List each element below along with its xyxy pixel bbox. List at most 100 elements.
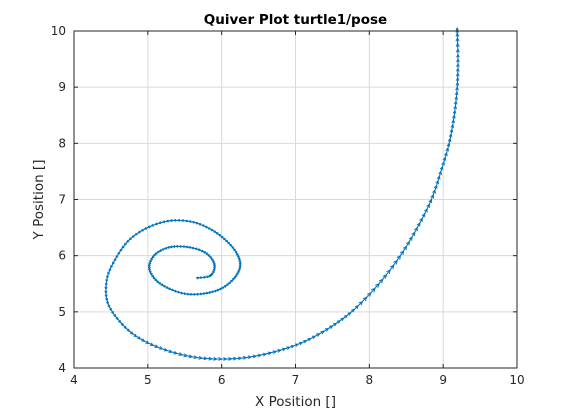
quiver-arrow-head <box>171 245 176 249</box>
x-tick-label: 7 <box>292 373 300 387</box>
quiver-arrow-head <box>233 356 238 361</box>
quiver-arrow-head <box>218 357 223 361</box>
quiver-arrow-head <box>187 246 191 249</box>
quiver-arrow-head <box>125 239 130 244</box>
quiver-arrow-head <box>193 247 198 251</box>
quiver-arrow-head <box>196 276 201 280</box>
quiver-arrow-head <box>432 189 436 194</box>
quiver-arrow-head <box>214 289 218 293</box>
quiver-arrow-head <box>172 218 177 222</box>
quiver-arrow-head <box>163 347 169 352</box>
quiver-arrow-head <box>231 245 235 249</box>
quiver-arrow-head <box>181 245 185 249</box>
quiver-arrow-head <box>234 249 238 254</box>
x-tick-label: 4 <box>70 373 78 387</box>
quiver-arrow-head <box>351 308 356 313</box>
y-tick-label: 10 <box>51 24 66 38</box>
quiver-arrow-head <box>113 258 117 262</box>
quiver-arrow-head <box>421 212 426 218</box>
quiver-arrow-head <box>430 193 434 199</box>
quiver-arrow-head <box>148 270 152 275</box>
quiver-arrow-head <box>160 247 165 251</box>
quiver-arrow-head <box>456 58 460 63</box>
quiver-arrow-head <box>209 255 213 259</box>
quiver-arrow-head <box>146 225 151 229</box>
quiver-arrow-head <box>184 219 188 223</box>
quiver-arrow-head <box>445 147 450 152</box>
quiver-arrow-head <box>237 266 241 271</box>
quiver-arrow-head <box>230 279 234 283</box>
quiver-arrow-head <box>452 109 457 114</box>
quiver-arrow-head <box>168 218 173 223</box>
quiver-arrow-head <box>121 245 125 250</box>
quiver-arrow-head <box>174 244 179 248</box>
quiver-arrow-head <box>211 290 216 294</box>
quiver-arrow-head <box>235 271 239 275</box>
quiver-arrow-head <box>183 292 188 296</box>
quiver-arrow-head <box>316 333 321 337</box>
quiver-arrow-head <box>208 356 213 361</box>
quiver-arrow-head <box>220 235 224 239</box>
quiver-arrow-head <box>148 268 152 273</box>
quiver-arrow-head <box>141 338 146 342</box>
quiver-arrow-head <box>203 356 208 361</box>
quiver-arrow-head <box>126 328 131 333</box>
quiver-arrow-head <box>257 353 263 358</box>
quiver-arrow-head <box>212 259 216 263</box>
quiver-arrow-head <box>419 217 423 222</box>
quiver-arrow-head <box>217 233 222 237</box>
quiver-arrow-head <box>219 287 223 291</box>
quiver-arrow-head <box>193 355 199 360</box>
quiver-arrow-head <box>204 251 209 256</box>
y-axis-label: Y Position [] <box>31 160 47 241</box>
quiver-arrow-head <box>446 142 451 147</box>
quiver-arrow-head <box>455 28 459 33</box>
quiver-arrow-head <box>149 272 153 277</box>
x-tick-label: 9 <box>439 373 447 387</box>
quiver-arrow-head <box>105 279 109 283</box>
x-tick-label: 5 <box>144 373 152 387</box>
quiver-arrow-head <box>160 283 165 287</box>
quiver-arrow-head <box>238 264 242 269</box>
quiver-arrow-head <box>145 340 150 344</box>
quiver-arrow-head <box>447 137 452 143</box>
quiver-arrow-head <box>423 207 428 213</box>
quiver-arrow-head <box>178 244 182 248</box>
quiver-arrow-head <box>234 273 238 277</box>
quiver-arrow-head <box>386 269 391 275</box>
quiver-arrow-head <box>416 221 421 227</box>
quiver-arrow-head <box>209 228 214 232</box>
quiver-arrow-head <box>194 221 199 225</box>
quiver-arrow-head <box>196 248 201 252</box>
quiver-arrow-head <box>242 355 248 360</box>
quiver-arrow-head <box>436 175 441 180</box>
quiver-arrow-head <box>233 275 237 279</box>
quiver-arrow-head <box>211 257 214 261</box>
quiver-arrow-head <box>150 223 155 227</box>
quiver-arrow-head <box>203 275 207 279</box>
quiver-arrow-head <box>320 330 326 335</box>
quiver-arrow-head <box>455 72 460 77</box>
quiver-arrow-head <box>378 278 384 284</box>
quiver-arrow-head <box>104 290 108 295</box>
quiver-arrow-head <box>143 226 148 230</box>
quiver-arrow-head <box>311 335 317 340</box>
quiver-arrow-head <box>237 356 243 361</box>
quiver-arrow-head <box>366 292 372 297</box>
quiver-arrow-head <box>150 257 154 262</box>
quiver-arrow-head <box>152 276 156 281</box>
quiver-arrow-head <box>358 300 364 306</box>
quiver-arrow-head <box>183 353 189 358</box>
quiver-arrow-head <box>448 132 453 138</box>
quiver-arrow-head <box>104 294 108 299</box>
quiver-arrow-head <box>147 266 151 271</box>
quiver-arrow-head <box>137 230 141 234</box>
quiver-arrow-head <box>199 292 204 296</box>
quiver-arrow-head <box>452 114 456 119</box>
quiver-arrow-head <box>222 237 226 241</box>
quiver-arrow-head <box>223 284 228 288</box>
quiver-arrow-head <box>374 282 380 288</box>
quiver-arrow-head <box>193 292 197 296</box>
quiver-arrow-head <box>197 223 202 226</box>
quiver-arrow-head <box>213 357 218 361</box>
